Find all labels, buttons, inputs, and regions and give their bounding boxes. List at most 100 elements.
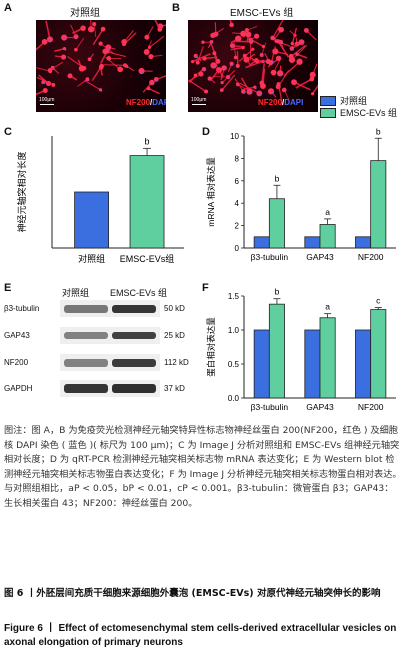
- x-tick-label: 对照组: [78, 253, 105, 264]
- neuron-soma: [303, 27, 309, 33]
- neurite: [154, 20, 161, 30]
- nucleus-dapi: [141, 71, 144, 74]
- neurite: [290, 44, 306, 57]
- neurite: [90, 20, 92, 30]
- panel-d-letter: D: [202, 126, 210, 138]
- legend-evs-label: EMSC-EVs 组: [340, 108, 398, 118]
- nucleus-dapi: [87, 79, 90, 82]
- neurite: [261, 42, 267, 56]
- nucleus-dapi: [211, 41, 214, 44]
- nucleus-dapi: [100, 89, 103, 92]
- panel-f-letter: F: [202, 282, 209, 294]
- neurite: [295, 78, 313, 89]
- micrograph-evs: 100μm NF200/DAPI: [188, 20, 318, 112]
- neuron-soma: [148, 53, 154, 60]
- scale-bar: [40, 104, 54, 105]
- neuron-soma: [106, 56, 112, 61]
- neuron-soma: [221, 65, 227, 71]
- neuron-soma: [73, 34, 79, 40]
- nucleus-dapi: [248, 34, 251, 37]
- scale-bar-label: 100μm: [191, 97, 207, 103]
- neuron-soma: [309, 76, 315, 82]
- neuron-soma: [99, 63, 104, 69]
- legend-evs: EMSC-EVs 组: [320, 106, 397, 119]
- nucleus-dapi: [151, 82, 154, 85]
- neurite: [234, 78, 244, 92]
- nucleus-dapi: [301, 42, 304, 45]
- stain-nf200: NF200: [126, 98, 151, 107]
- neurite: [291, 44, 308, 61]
- neurite: [45, 20, 51, 40]
- neurite: [272, 20, 284, 39]
- y-tick-label: 0.5: [228, 360, 240, 369]
- neuron-soma: [265, 58, 271, 65]
- neurite: [148, 87, 160, 95]
- neurite: [221, 74, 236, 91]
- y-tick-label: 10: [230, 132, 239, 141]
- neuron-soma: [87, 26, 95, 33]
- neuron-soma: [105, 44, 112, 51]
- neurite: [293, 81, 311, 91]
- neuron-soma: [117, 66, 124, 73]
- neuron-soma: [216, 67, 222, 73]
- blot-protein-label: GAPDH: [4, 384, 33, 393]
- legend-control: 对照组: [320, 94, 367, 107]
- blot-kd-label: 25 kD: [164, 331, 185, 340]
- neuron-soma: [144, 34, 150, 40]
- bar: [355, 329, 372, 399]
- x-tick-label: EMSC-EVs组: [120, 253, 175, 264]
- neuron-soma: [278, 26, 284, 33]
- x-tick-label: β3-tubulin: [251, 402, 289, 412]
- panel-b-letter: B: [172, 2, 180, 14]
- neurite: [291, 27, 298, 44]
- nucleus-dapi: [215, 34, 218, 37]
- neurite: [277, 84, 283, 106]
- blot-band-evs: [112, 304, 156, 313]
- neurite: [77, 78, 88, 87]
- neuron-soma: [195, 60, 200, 65]
- nucleus-dapi: [231, 63, 234, 66]
- neurite: [311, 84, 318, 95]
- neuron-soma: [212, 51, 217, 56]
- neuron-soma: [210, 62, 217, 69]
- neuron-soma: [275, 55, 282, 62]
- neuron-soma: [92, 22, 97, 27]
- x-tick-label: GAP43: [306, 402, 334, 412]
- bar: [370, 309, 387, 399]
- micrograph-evs-cells: [188, 20, 318, 106]
- neurite: [212, 76, 229, 78]
- blot-kd-label: 37 kD: [164, 384, 185, 393]
- legend-control-label: 对照组: [340, 96, 368, 106]
- neuron-soma: [51, 82, 56, 87]
- neuron-soma: [276, 70, 284, 77]
- y-tick-label: 6: [235, 177, 240, 186]
- neurite: [230, 46, 244, 51]
- y-tick-label: 0: [235, 244, 240, 253]
- neuron-soma: [244, 28, 250, 33]
- significance-mark: a: [325, 207, 330, 217]
- bar: [253, 329, 270, 399]
- blot-lane-strip: [60, 327, 160, 344]
- blot-band-control: [64, 304, 108, 313]
- nucleus-dapi: [272, 37, 275, 40]
- significance-mark: a: [325, 302, 330, 312]
- neuron-soma: [41, 38, 48, 45]
- bar: [253, 236, 270, 249]
- bar: [268, 198, 285, 249]
- nucleus-dapi: [64, 48, 67, 51]
- scale-bar-label: 100μm: [39, 97, 55, 103]
- bar: [355, 236, 372, 249]
- neuron-soma: [121, 39, 128, 45]
- neuron-soma: [288, 53, 294, 59]
- neuron-soma: [67, 73, 73, 79]
- neurite: [49, 61, 63, 71]
- nucleus-dapi: [64, 37, 67, 40]
- y-axis-label: mRNA 相对表达量: [206, 157, 216, 227]
- chart-f: 0.0 0.5 1.0 1.5 蛋白相对表达量 b β3-tubulin a GAP43 c NF2…: [206, 287, 396, 412]
- neurite: [54, 47, 65, 53]
- bar: [129, 155, 165, 249]
- nucleus-dapi: [156, 79, 159, 82]
- blot-lane-strip: [60, 354, 160, 371]
- blot-band-evs: [112, 384, 156, 393]
- neuron-soma: [198, 71, 204, 77]
